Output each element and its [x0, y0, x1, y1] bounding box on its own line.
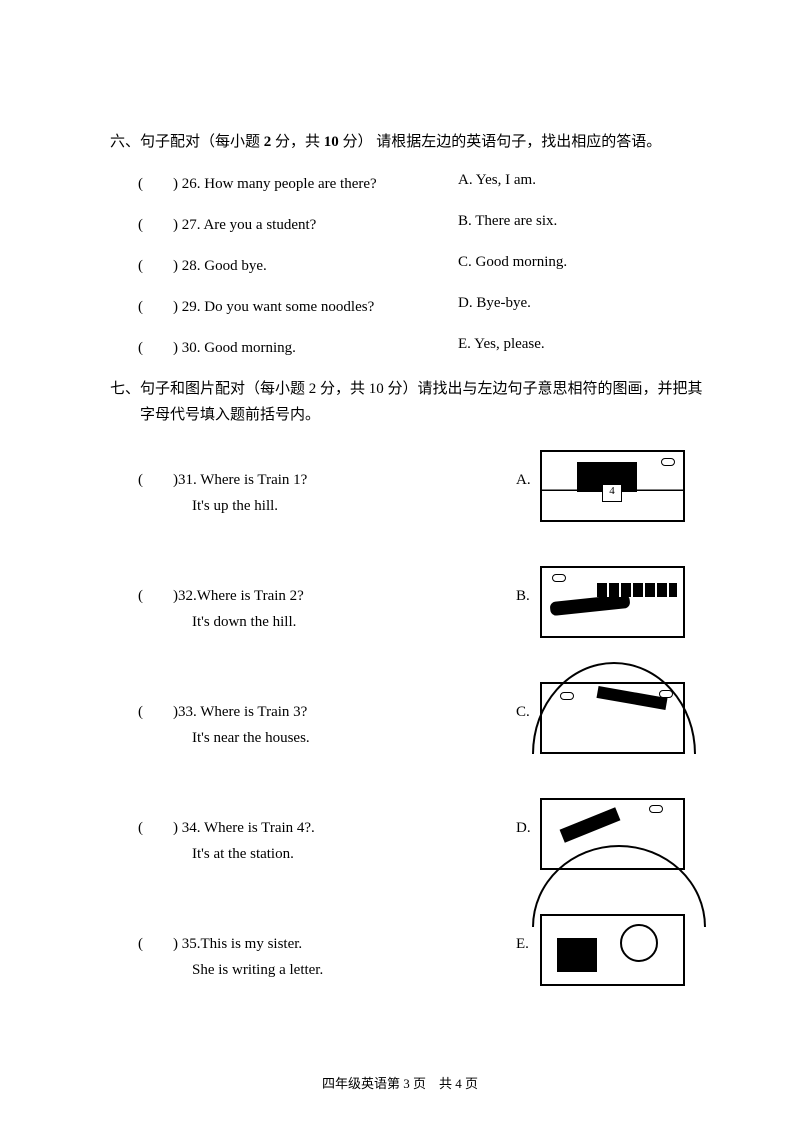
q7-num: 33	[178, 704, 193, 720]
train-uphill-image	[540, 798, 685, 870]
train-station-image	[540, 450, 685, 522]
q6-question: ( ) 28. Good bye.	[138, 254, 458, 275]
q7-sub: It's near the houses.	[138, 730, 310, 746]
cloud-icon	[661, 458, 675, 466]
q6-aletter: A	[458, 172, 469, 188]
q6-question: ( ) 27. Are you a student?	[138, 213, 458, 234]
q6-aletter: D	[458, 295, 469, 311]
q7-q: This is my sister.	[201, 936, 303, 952]
q6-text: Do you want some noodles?	[204, 299, 374, 315]
q7-question: ( ) 34. Where is Train 4?. It's at the s…	[138, 798, 458, 867]
worksheet-page: 六、句子配对（每小题 2 分，共 10 分） 请根据左边的英语句子，找出相应的答…	[0, 0, 800, 1132]
q7-question: ( )33. Where is Train 3? It's near the h…	[138, 682, 458, 751]
q6-item: ( ) 26. How many people are there? A. Ye…	[110, 172, 705, 193]
q7-num: 31	[178, 472, 193, 488]
q7-letter: E.	[516, 936, 529, 953]
sec6-pts-total: 10	[324, 134, 339, 150]
q6-atext: Yes, please.	[474, 336, 545, 352]
q7-q: Where is Train 3?	[200, 704, 307, 720]
q7-letter: A.	[516, 472, 531, 489]
sec6-prefix: 六、句子配对（每小题	[110, 134, 264, 150]
q6-answer: E. Yes, please.	[458, 336, 545, 357]
sec7-t4: 字母代号填入题前括号内。	[110, 407, 320, 423]
q6-answer: B. There are six.	[458, 213, 557, 234]
q7-q: Where is Train 4?.	[204, 820, 315, 836]
q7-question: ( ) 35.This is my sister. She is writing…	[138, 914, 458, 983]
q7-q: Where is Train 2?	[197, 588, 304, 604]
train-houses-image	[540, 566, 685, 638]
q6-atext: Good morning.	[476, 254, 568, 270]
q7-item: ( ) 35.This is my sister. She is writing…	[110, 914, 705, 994]
cloud-icon	[649, 805, 663, 813]
q6-item: ( ) 30. Good morning. E. Yes, please.	[110, 336, 705, 357]
section6-title: 六、句子配对（每小题 2 分，共 10 分） 请根据左边的英语句子，找出相应的答…	[110, 130, 705, 154]
q7-num: 34	[182, 820, 197, 836]
sec7-t1: 七、句子和图片配对（每小题	[110, 381, 309, 397]
q6-atext: Bye-bye.	[476, 295, 531, 311]
q7-item: ( )33. Where is Train 3? It's near the h…	[110, 682, 705, 762]
q6-item: ( ) 27. Are you a student? B. There are …	[110, 213, 705, 234]
q7-sub: It's at the station.	[138, 846, 294, 862]
cloud-icon	[560, 692, 574, 700]
sister-writing-image	[540, 914, 685, 986]
q6-num: 28	[182, 258, 197, 274]
q7-letter: C.	[516, 704, 530, 721]
q6-text: Good morning.	[204, 340, 296, 356]
q6-atext: There are six.	[475, 213, 557, 229]
q6-num: 30	[182, 340, 197, 356]
q6-text: How many people are there?	[204, 176, 376, 192]
section7-title: 七、句子和图片配对（每小题 2 分，共 10 分）请找出与左边句子意思相符的图画…	[110, 377, 705, 428]
q7-sub: It's down the hill.	[138, 614, 296, 630]
q6-atext: Yes, I am.	[476, 172, 536, 188]
footer-t2: 页 共	[410, 1076, 456, 1091]
q6-question: ( ) 29. Do you want some noodles?	[138, 295, 458, 316]
q7-sub: It's up the hill.	[138, 498, 278, 514]
cloud-icon	[552, 574, 566, 582]
q6-num: 29	[182, 299, 197, 315]
q7-item: ( )31. Where is Train 1? It's up the hil…	[110, 450, 705, 530]
page-footer: 四年级英语第 3 页 共 4 页	[0, 1073, 800, 1092]
q7-q: Where is Train 1?	[200, 472, 307, 488]
q7-question: ( )32.Where is Train 2? It's down the hi…	[138, 566, 458, 635]
q7-letter: B.	[516, 588, 530, 605]
q7-question: ( )31. Where is Train 1? It's up the hil…	[138, 450, 458, 519]
sec7-t3: 分）请找出与左边句子意思相符的图画，并把其	[384, 381, 703, 397]
footer-t3: 页	[462, 1076, 478, 1091]
q6-text: Good bye.	[204, 258, 267, 274]
q7-num: 32	[178, 588, 193, 604]
train-downhill-image	[540, 682, 685, 754]
q6-aletter: C	[458, 254, 468, 270]
q6-answer: A. Yes, I am.	[458, 172, 536, 193]
q7-item: ( )32.Where is Train 2? It's down the hi…	[110, 566, 705, 646]
sec6-mid2: 分） 请根据左边的英语句子，找出相应的答语。	[339, 134, 662, 150]
q6-question: ( ) 30. Good morning.	[138, 336, 458, 357]
q6-answer: C. Good morning.	[458, 254, 567, 275]
q6-aletter: E	[458, 336, 467, 352]
q6-item: ( ) 28. Good bye. C. Good morning.	[110, 254, 705, 275]
sec7-pt: 10	[369, 381, 384, 397]
cloud-icon	[659, 690, 673, 698]
q6-text: Are you a student?	[203, 217, 316, 233]
q6-num: 26	[182, 176, 197, 192]
q6-aletter: B	[458, 213, 468, 229]
q6-question: ( ) 26. How many people are there?	[138, 172, 458, 193]
q7-sub: She is writing a letter.	[138, 962, 323, 978]
q7-num: 35	[182, 936, 197, 952]
sec7-t2: 分，共	[316, 381, 369, 397]
footer-t1: 四年级英语第	[322, 1076, 403, 1091]
q6-item: ( ) 29. Do you want some noodles? D. Bye…	[110, 295, 705, 316]
q7-letter: D.	[516, 820, 531, 837]
q6-answer: D. Bye-bye.	[458, 295, 531, 316]
q6-num: 27	[182, 217, 197, 233]
q7-item: ( ) 34. Where is Train 4?. It's at the s…	[110, 798, 705, 878]
sec6-mid1: 分，共	[271, 134, 324, 150]
